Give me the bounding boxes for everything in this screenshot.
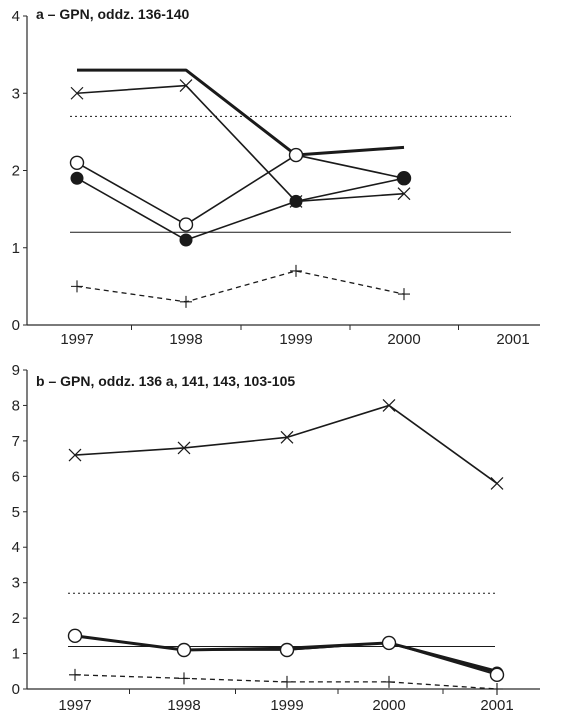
chart-a-point-filled-circle [397, 171, 411, 185]
chart-a-y-tick-label: 2 [12, 163, 20, 180]
chart-b-y-tick-label: 4 [12, 539, 20, 556]
chart-b-point-open-circle [67, 628, 83, 644]
chart-b-x-tick-label: 1997 [58, 697, 91, 714]
chart-b-x-tick-label: 2001 [480, 697, 513, 714]
chart-a-point-filled-circle [289, 194, 303, 208]
chart-b-point-open-circle [176, 642, 192, 658]
chart-a-point-plus [180, 295, 192, 308]
chart-a-series-open-circle-line [76, 154, 405, 226]
chart-a-y-tick-label: 3 [12, 85, 20, 102]
chart-b-y-tick-label: 5 [12, 504, 20, 521]
chart-a-point-cross [179, 79, 193, 92]
chart-a-y-tick-label: 1 [12, 240, 20, 257]
chart-b-point-plus [178, 672, 190, 685]
chart-a-title: a – GPN, oddz. 136-140 [36, 6, 189, 22]
chart-b-y-tick-label: 6 [12, 468, 20, 485]
chart-a-series-filled-circle-line [76, 177, 405, 241]
chart-b-y-tick-label: 8 [12, 397, 20, 414]
chart-a-point-filled-circle [70, 171, 84, 185]
chart-a-x-tick-label: 1998 [169, 331, 202, 348]
chart-a-y-tick-label: 4 [12, 8, 20, 25]
chart-b-point-cross [490, 476, 504, 490]
chart-a-point-open-circle [288, 147, 304, 163]
chart-b-x-tick-label: 1998 [167, 697, 200, 714]
chart-a-point-plus [398, 288, 410, 301]
chart-b-y-tick-label: 0 [12, 681, 20, 698]
chart-b-x-tick-label: 1999 [270, 697, 303, 714]
chart-a-point-plus [71, 280, 83, 293]
chart-b-y-tick-label: 2 [12, 610, 20, 627]
chart-b-point-plus [69, 668, 81, 681]
chart-b-point-open-circle [489, 667, 505, 683]
chart-a-point-plus [290, 264, 302, 277]
chart-a-point-open-circle [178, 217, 194, 232]
chart-b-y-tick-label: 3 [12, 575, 20, 592]
chart-panel-a: a – GPN, oddz. 136-140 0 1 2 3 4 1997 1998 1999… [12, 6, 540, 348]
chart-b-point-cross [68, 448, 82, 462]
chart-panel-b: b – GPN, oddz. 136 a, 141, 143, 103-105 … [12, 362, 540, 714]
chart-a-x-tick-label: 2000 [387, 331, 420, 348]
chart-a-series-none-line [77, 68, 405, 157]
chart-b-series-plus-line [74, 674, 498, 690]
chart-a-x-tick-label: 2001 [496, 331, 529, 348]
chart-b-point-plus [281, 675, 293, 688]
chart-a-x-tick-label: 1997 [60, 331, 93, 348]
chart-b-point-cross [177, 441, 191, 455]
chart-b-point-open-circle [279, 642, 295, 658]
chart-b-point-plus [383, 675, 395, 688]
chart-a-point-cross [70, 86, 84, 100]
chart-a-series-cross-line [76, 84, 405, 203]
chart-a-point-cross [397, 187, 411, 201]
chart-a-point-open-circle [69, 155, 85, 170]
chart-b-y-tick-label: 9 [12, 362, 20, 379]
chart-b-x-tick-label: 2000 [372, 697, 405, 714]
chart-b-series-cross-line [74, 404, 498, 485]
chart-a-x-tick-label: 1999 [279, 331, 312, 348]
chart-b-point-open-circle [381, 635, 397, 651]
chart-a-y-tick-label: 0 [12, 317, 20, 334]
chart-a-point-filled-circle [179, 233, 193, 247]
chart-b-y-tick-label: 7 [12, 433, 20, 450]
chart-a-series-plus-line [76, 270, 405, 303]
chart-b-title: b – GPN, oddz. 136 a, 141, 143, 103-105 [36, 373, 295, 389]
chart-b-point-cross [382, 399, 396, 412]
chart-b-point-plus [491, 683, 503, 695]
chart-b-point-cross [280, 430, 294, 444]
chart-b-y-tick-label: 1 [12, 646, 20, 663]
